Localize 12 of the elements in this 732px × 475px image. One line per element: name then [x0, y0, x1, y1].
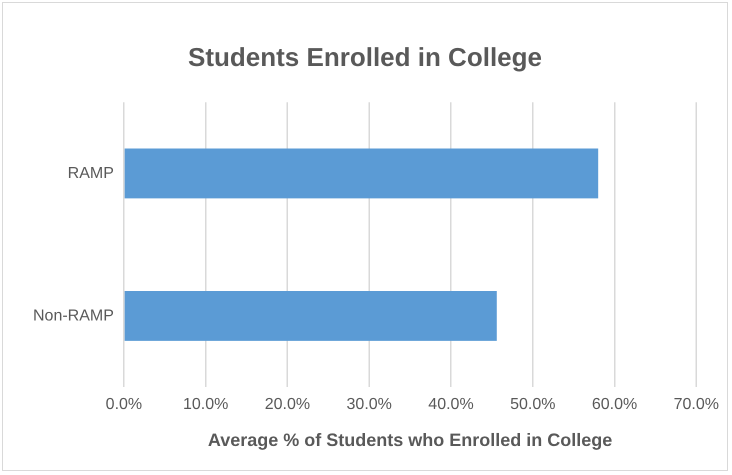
y-tick-label: Non-RAMP [33, 307, 114, 324]
x-tick-label: 20.0% [264, 396, 310, 414]
x-tick-label: 70.0% [674, 396, 720, 414]
x-tick-label: 10.0% [182, 396, 228, 414]
x-tick-label: 40.0% [428, 396, 474, 414]
x-tick-label: 50.0% [510, 396, 556, 414]
x-axis-title: Average % of Students who Enrolled in College [208, 430, 612, 450]
x-tick-label: 60.0% [592, 396, 638, 414]
x-tick-label: 30.0% [346, 396, 392, 414]
y-tick-label: RAMP [68, 164, 114, 182]
chart-title: Students Enrolled in College [188, 42, 542, 72]
x-tick-label: 0.0% [106, 396, 142, 414]
